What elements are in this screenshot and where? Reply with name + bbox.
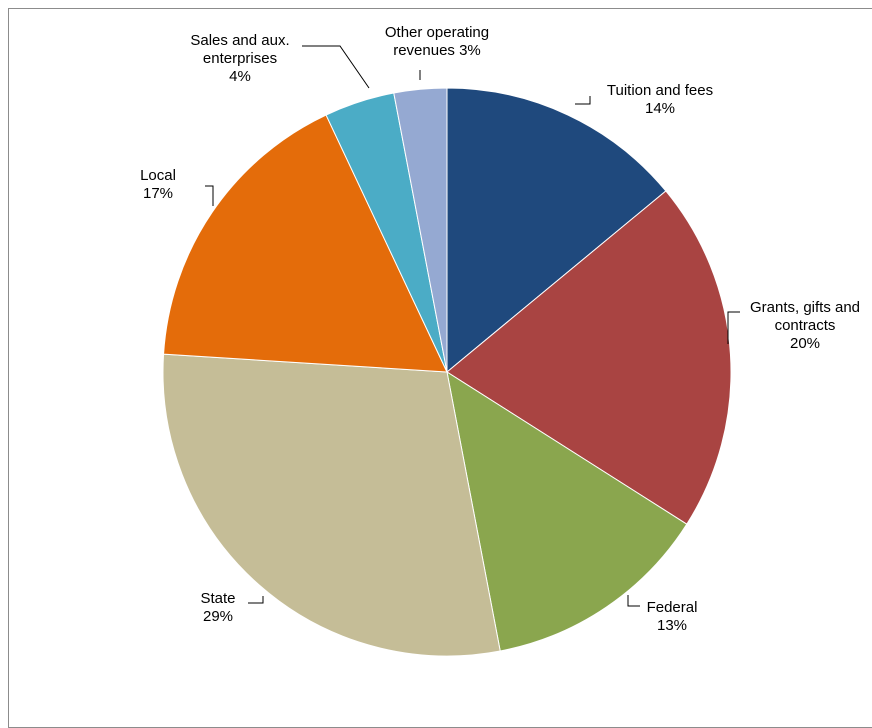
leader-line bbox=[248, 596, 264, 604]
leader-line bbox=[627, 595, 640, 607]
slice-label: Tuition and fees 14% bbox=[607, 82, 713, 117]
leader-line bbox=[727, 311, 740, 344]
pie-slice-tuition-and-fees bbox=[446, 87, 667, 374]
pie-slice-federal bbox=[446, 370, 688, 652]
pie-slice-state bbox=[162, 353, 501, 657]
leader-line bbox=[302, 45, 370, 89]
leader-line bbox=[575, 96, 591, 105]
pie-slices bbox=[162, 87, 732, 657]
slice-label: State 29% bbox=[200, 590, 235, 625]
slice-label: Federal 13% bbox=[647, 599, 698, 634]
pie-slice-other-operating-revenues bbox=[393, 87, 448, 373]
pie-slice-local bbox=[163, 114, 448, 373]
slice-label: Other operating revenues 3% bbox=[385, 24, 489, 59]
slice-label: Local 17% bbox=[140, 167, 176, 202]
leader-lines bbox=[205, 45, 740, 607]
slice-label: Grants, gifts and contracts 20% bbox=[750, 299, 860, 352]
slice-labels: Tuition and fees 14% Grants, gifts and cont… bbox=[140, 24, 860, 634]
slice-label: Sales and aux. enterprises 4% bbox=[190, 32, 289, 85]
leader-line bbox=[205, 185, 214, 206]
pie-slice-grants-gifts-and-contracts bbox=[446, 190, 732, 525]
